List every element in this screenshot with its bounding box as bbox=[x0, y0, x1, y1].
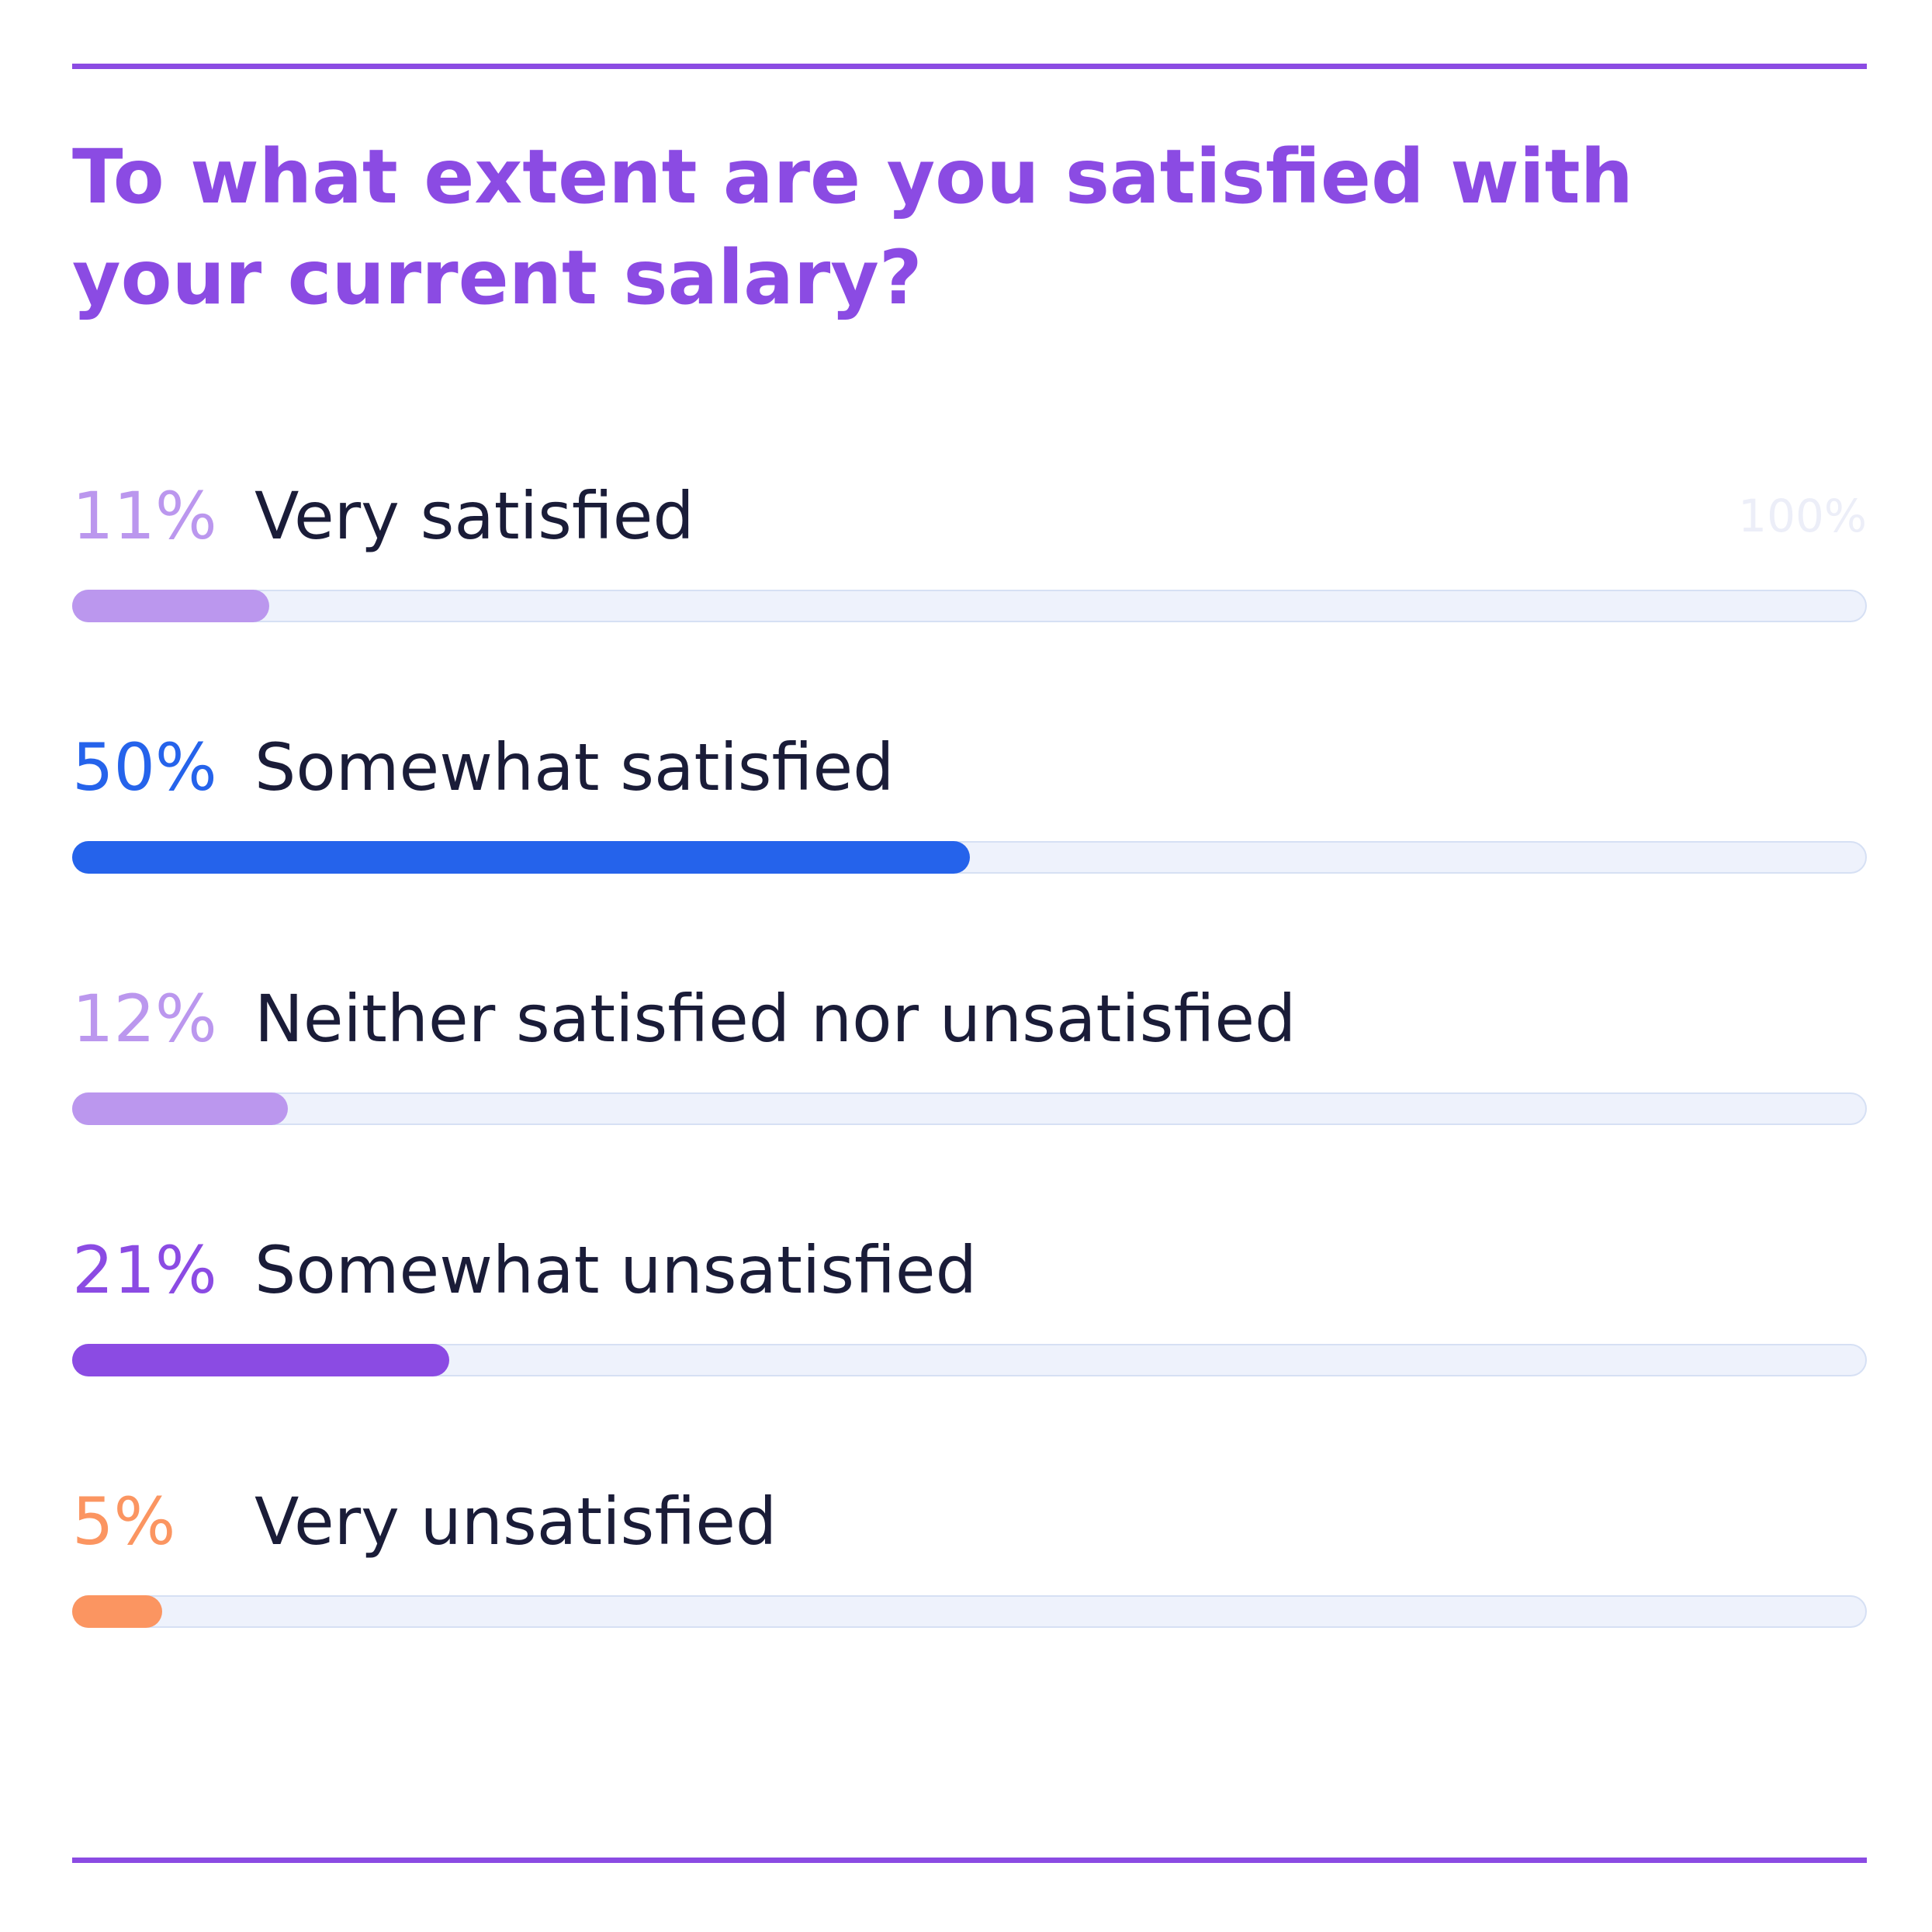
chart-title: To what extent are you satisfied with yo… bbox=[72, 133, 1633, 321]
bar-category-label: Neither satisfied nor unsatisfied bbox=[254, 981, 1297, 1057]
bar-value-label: 50% bbox=[72, 729, 217, 805]
bar-value-label: 5% bbox=[72, 1484, 176, 1560]
bar-track bbox=[72, 1344, 1867, 1376]
bar-fill bbox=[72, 1092, 288, 1125]
bar-value-label: 12% bbox=[72, 981, 217, 1057]
bar-track bbox=[72, 841, 1867, 874]
bar-category-label: Somewhat satisfied bbox=[254, 729, 895, 805]
bar-value-label: 11% bbox=[72, 478, 217, 554]
bar-fill bbox=[72, 1344, 449, 1376]
bottom-rule bbox=[72, 1858, 1867, 1863]
scale-max-label: 100% bbox=[1738, 490, 1867, 542]
bar-track bbox=[72, 590, 1867, 622]
bar-fill bbox=[72, 590, 269, 622]
bar-value-label: 21% bbox=[72, 1232, 217, 1308]
bar-category-label: Somewhat unsatisfied bbox=[254, 1232, 977, 1308]
bar-category-label: Very satisfied bbox=[254, 478, 694, 554]
bar-row: 50% Somewhat satisfied bbox=[72, 725, 1867, 895]
bar-row: 5% Very unsatisfied bbox=[72, 1479, 1867, 1650]
bar-track bbox=[72, 1092, 1867, 1125]
bar-row: 11% Very satisfied bbox=[72, 473, 1867, 644]
bar-fill bbox=[72, 1595, 162, 1628]
bar-row: 21% Somewhat unsatisfied bbox=[72, 1227, 1867, 1398]
top-rule bbox=[72, 64, 1867, 69]
bar-category-label: Very unsatisfied bbox=[254, 1484, 777, 1560]
bar-track bbox=[72, 1595, 1867, 1628]
bar-row: 12% Neither satisfied nor unsatisfied bbox=[72, 976, 1867, 1147]
bar-fill bbox=[72, 841, 970, 874]
